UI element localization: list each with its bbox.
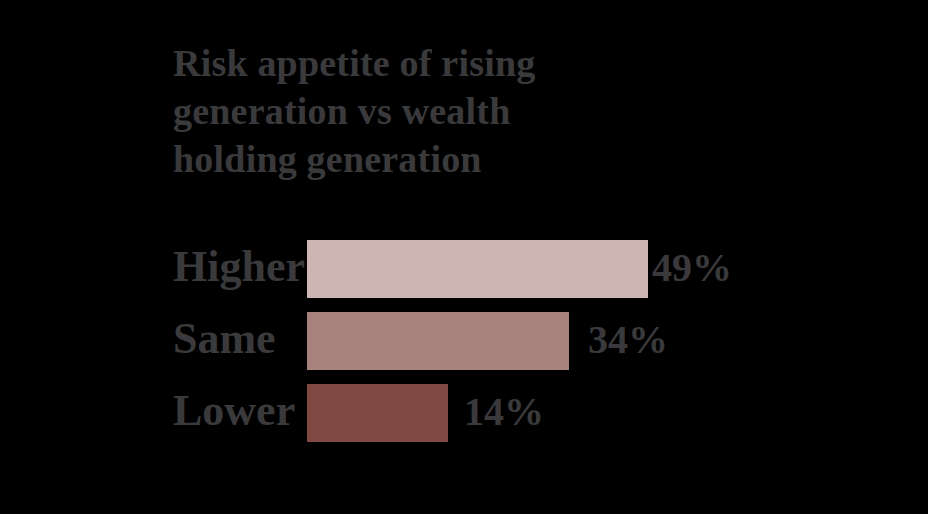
- category-label-higher: Higher: [173, 241, 307, 292]
- bar-lower: [307, 384, 448, 442]
- category-label-lower: Lower: [173, 385, 307, 436]
- chart-title-line-2: generation vs wealth: [173, 87, 535, 135]
- bar-same: [307, 312, 569, 370]
- value-label-lower: 14%: [464, 388, 544, 435]
- value-label-higher: 49%: [652, 244, 732, 291]
- category-label-same: Same: [173, 313, 307, 364]
- chart-title-line-3: holding generation: [173, 135, 535, 183]
- bar-row-same: Same 34%: [173, 312, 668, 370]
- chart-title-line-1: Risk appetite of rising: [173, 39, 535, 87]
- bar-higher: [307, 240, 648, 298]
- bar-row-higher: Higher 49%: [173, 240, 732, 298]
- bar-row-lower: Lower 14%: [173, 384, 544, 442]
- value-label-same: 34%: [588, 316, 668, 363]
- chart-canvas: Risk appetite of rising generation vs we…: [0, 0, 928, 514]
- chart-title: Risk appetite of rising generation vs we…: [173, 39, 535, 183]
